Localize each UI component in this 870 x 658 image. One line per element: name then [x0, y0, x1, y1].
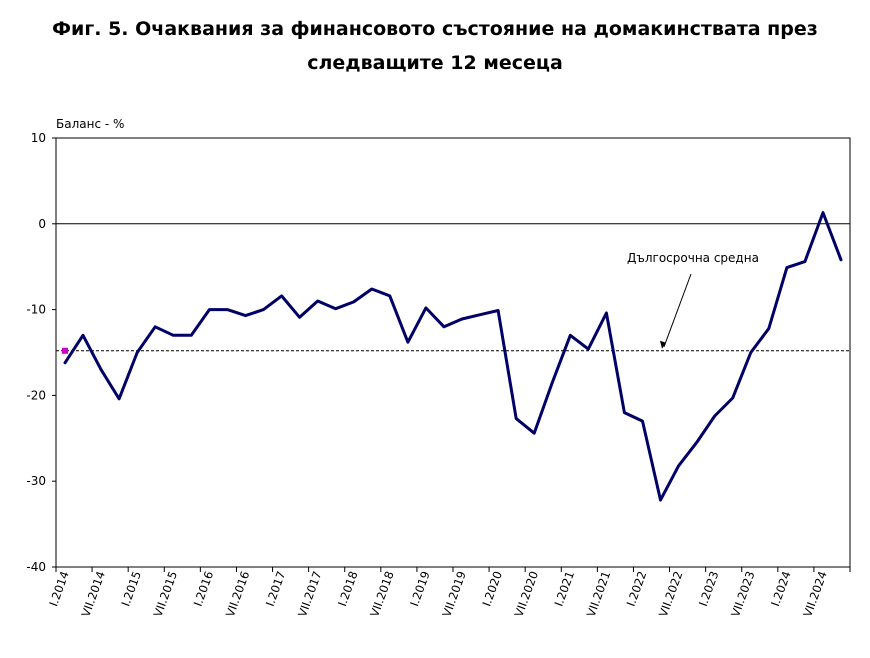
- x-tick-label: VII.2024: [800, 569, 829, 618]
- chart-title-line-1: Фиг. 5. Очаквания за финансовото състоян…: [52, 18, 818, 40]
- x-tick-label: I.2017: [263, 569, 289, 608]
- x-tick-label: I.2023: [696, 569, 722, 608]
- chart-title: Фиг. 5. Очаквания за финансовото състоян…: [0, 12, 870, 80]
- y-tick-label: -40: [26, 560, 46, 574]
- x-tick-label: VII.2020: [512, 569, 541, 618]
- chart-title-line-2: следващите 12 месеца: [307, 52, 563, 74]
- x-tick-label: I.2019: [407, 569, 433, 608]
- y-tick-label: -30: [26, 474, 46, 488]
- x-tick-label: I.2014: [46, 569, 72, 608]
- x-tick-label: VII.2021: [584, 569, 613, 618]
- x-tick-label: VII.2019: [439, 569, 468, 618]
- x-tick-label: I.2021: [552, 569, 578, 608]
- y-tick-label: 10: [31, 131, 46, 145]
- series-line: [63, 211, 843, 502]
- x-tick-label: I.2024: [768, 569, 794, 608]
- y-axis-label: Баланс - %: [56, 117, 124, 131]
- x-tick-label: VII.2017: [295, 569, 324, 618]
- x-tick-label: I.2015: [118, 569, 144, 608]
- annotation-text: Дългосрочна средна: [627, 251, 759, 265]
- x-tick-label: VII.2016: [223, 569, 252, 618]
- x-tick-label: VII.2014: [78, 569, 107, 618]
- plot-area-frame: [55, 137, 851, 568]
- y-tick-label: 0: [38, 217, 46, 231]
- y-tick-label: -10: [26, 303, 46, 317]
- long-term-average-marker: [62, 347, 68, 354]
- x-tick-label: VII.2023: [728, 569, 757, 618]
- x-tick-label: VII.2015: [151, 569, 180, 618]
- y-tick-label: -20: [26, 388, 46, 402]
- x-tick-label: VII.2018: [367, 569, 396, 618]
- x-tick-label: I.2020: [479, 569, 505, 608]
- annotation-arrow: [663, 273, 692, 347]
- x-tick-label: I.2022: [624, 569, 650, 608]
- annotation-box: [617, 246, 760, 268]
- x-tick-label: I.2016: [191, 569, 217, 608]
- annotation-arrowhead: [660, 340, 666, 349]
- x-tick-label: VII.2022: [656, 569, 685, 618]
- x-tick-label: I.2018: [335, 569, 361, 608]
